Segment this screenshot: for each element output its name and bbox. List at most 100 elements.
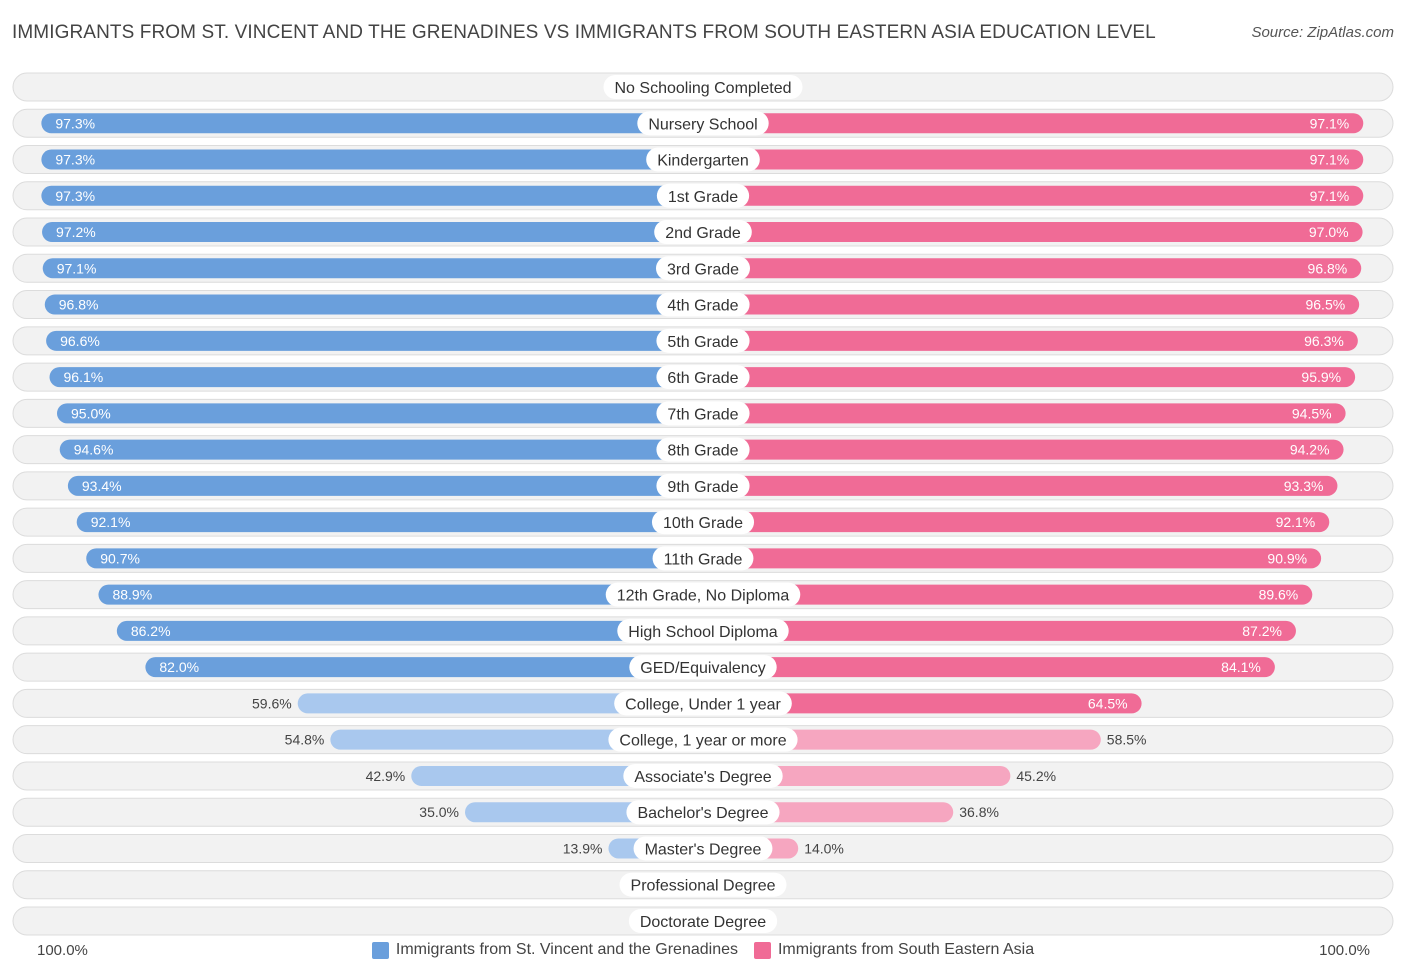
legend-swatch-right (753, 941, 771, 959)
category-pill (605, 582, 801, 607)
category-label: 7th Grade (667, 406, 738, 423)
left-axis-max-label: 100.0% (37, 942, 88, 959)
value-label-right: 96.5% (1305, 297, 1345, 313)
row-12: 92.1% 92.1% 10th Grade (12, 507, 1394, 537)
category-pill (651, 510, 755, 535)
category-pill (656, 437, 750, 462)
category-pill (629, 655, 777, 680)
category-label: Master's Degree (645, 841, 762, 858)
row-23: 1.3%1.7%Doctorate Degree (12, 906, 1394, 936)
value-label-left: 97.3% (55, 115, 95, 131)
row-22: 3.7%4.0%Professional Degree (12, 870, 1394, 900)
value-label-right: 96.3% (1304, 333, 1344, 349)
value-label-right: 87.2% (1242, 623, 1282, 639)
category-label: Bachelor's Degree (637, 805, 768, 822)
value-label-right: 94.2% (1290, 442, 1330, 458)
category-pill (656, 473, 750, 498)
bar-left (67, 475, 703, 496)
row-15: 86.2% 87.2% High School Diploma (12, 616, 1394, 646)
bar-right (703, 475, 1338, 496)
category-label: 2nd Grade (665, 225, 741, 242)
value-label-right: 84.1% (1221, 659, 1261, 675)
value-label-left: 54.8% (285, 732, 325, 748)
category-pill (656, 401, 750, 426)
category-pill (652, 546, 754, 571)
category-pill (617, 618, 789, 643)
bar-left (44, 294, 703, 315)
category-pill (655, 256, 751, 281)
value-label-left: 35.0% (419, 804, 459, 820)
value-label-right: 92.1% (1276, 514, 1316, 530)
category-label: College, 1 year or more (619, 733, 786, 750)
value-label-right: 97.1% (1310, 115, 1350, 131)
source-label: Source: ZipAtlas.com (1251, 24, 1394, 41)
category-pill (656, 365, 750, 390)
value-label-right: 96.8% (1308, 260, 1348, 276)
bar-right (703, 185, 1364, 206)
category-pill (603, 75, 803, 99)
category-label: College, Under 1 year (625, 696, 781, 713)
category-pill (633, 836, 773, 861)
row-16: 82.0% 84.1% GED/Equivalency (12, 652, 1394, 682)
value-label-left: 92.1% (91, 514, 131, 530)
category-label: 6th Grade (667, 370, 738, 387)
bar-right (703, 693, 1142, 714)
legend-item-right: Immigrants from South Eastern Asia (753, 941, 1034, 959)
row-21: 13.9% 14.0% Master's Degree (12, 833, 1394, 863)
bar-left (86, 548, 704, 569)
value-label-left: 94.6% (74, 442, 114, 458)
value-label-left: 86.2% (131, 623, 171, 639)
category-label: Doctorate Degree (640, 914, 766, 931)
category-label: No Schooling Completed (615, 80, 792, 97)
legend-swatch-left (371, 941, 389, 959)
bar-right (703, 548, 1322, 569)
value-label-right: 94.5% (1292, 405, 1332, 421)
category-pill (654, 220, 752, 245)
category-label: Professional Degree (631, 878, 776, 895)
row-6: 96.8% 96.5% 4th Grade (12, 290, 1394, 320)
value-label-left: 97.2% (56, 224, 96, 240)
bar-left (76, 512, 704, 533)
row-18: 54.8% 58.5% College, 1 year or more (12, 725, 1394, 755)
value-label-right: 97.0% (1309, 224, 1349, 240)
value-label-left: 97.3% (55, 188, 95, 204)
value-label-left: 88.9% (112, 587, 152, 603)
bar-left (145, 657, 703, 678)
bar-left (42, 222, 704, 243)
category-pill (656, 183, 750, 208)
category-label: 3rd Grade (667, 261, 739, 278)
bar-right (703, 222, 1363, 243)
value-label-right: 89.6% (1259, 587, 1299, 603)
value-label-left: 97.3% (55, 152, 95, 168)
category-label: 12th Grade, No Diploma (617, 588, 790, 605)
category-pill (623, 763, 783, 788)
bar-right (703, 584, 1313, 605)
category-label: 10th Grade (663, 515, 743, 532)
category-label: 8th Grade (667, 443, 738, 460)
value-label-right: 90.9% (1267, 550, 1307, 566)
value-label-right: 97.1% (1310, 188, 1350, 204)
value-label-left: 97.1% (57, 260, 97, 276)
value-label-left: 59.6% (252, 695, 292, 711)
bar-left (116, 620, 704, 641)
category-pill (614, 691, 792, 716)
category-pill (628, 908, 778, 933)
row-8: 96.1% 95.9% 6th Grade (12, 362, 1394, 392)
category-label: Nursery School (648, 116, 757, 133)
value-label-right: 97.1% (1310, 152, 1350, 168)
bar-left (59, 439, 704, 460)
bar-right (703, 367, 1356, 388)
bar-right (703, 330, 1358, 351)
category-pill (646, 147, 760, 172)
row-7: 96.6% 96.3% 5th Grade (12, 326, 1394, 356)
diverging-bar-chart: 2.7%2.9%No Schooling Completed 97.3% 97.1%… (12, 72, 1394, 936)
bar-left (49, 367, 703, 388)
row-3: 97.3% 97.1% 1st Grade (12, 181, 1394, 211)
category-label: 4th Grade (667, 298, 738, 315)
value-label-left: 96.8% (59, 297, 99, 313)
row-0: 2.7%2.9%No Schooling Completed (12, 72, 1394, 102)
category-pill (656, 292, 750, 317)
bar-right (703, 113, 1364, 134)
value-label-left: 96.1% (64, 369, 104, 385)
value-label-left: 82.0% (159, 659, 199, 675)
